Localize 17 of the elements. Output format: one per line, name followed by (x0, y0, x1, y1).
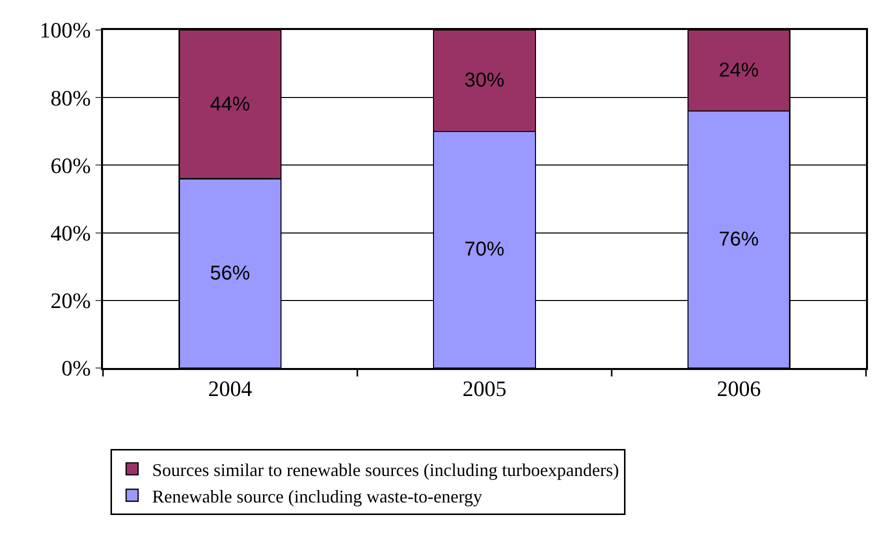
data-label: 56% (210, 262, 250, 284)
y-tick-label: 60% (50, 152, 91, 178)
data-label: 76% (718, 228, 759, 251)
data-label: 44% (210, 93, 250, 116)
x-tick-label: 2006 (716, 376, 761, 402)
x-tick-label: 2004 (208, 376, 252, 402)
y-tick-label: 40% (50, 220, 91, 246)
x-tick-label: 2005 (462, 376, 506, 402)
data-label: 24% (718, 60, 759, 82)
data-label: 30% (464, 70, 505, 92)
data-label: 70% (464, 238, 505, 261)
y-tick-label: 20% (50, 288, 91, 314)
y-tick-label: 0% (62, 356, 91, 381)
legend-label: Sources similar to renewable sources (including turboexpanders) (152, 460, 619, 480)
y-tick-label: 80% (50, 85, 91, 110)
y-tick-label: 100% (40, 18, 91, 43)
legend-label: Renewable source (including waste-to-energy (152, 486, 482, 506)
